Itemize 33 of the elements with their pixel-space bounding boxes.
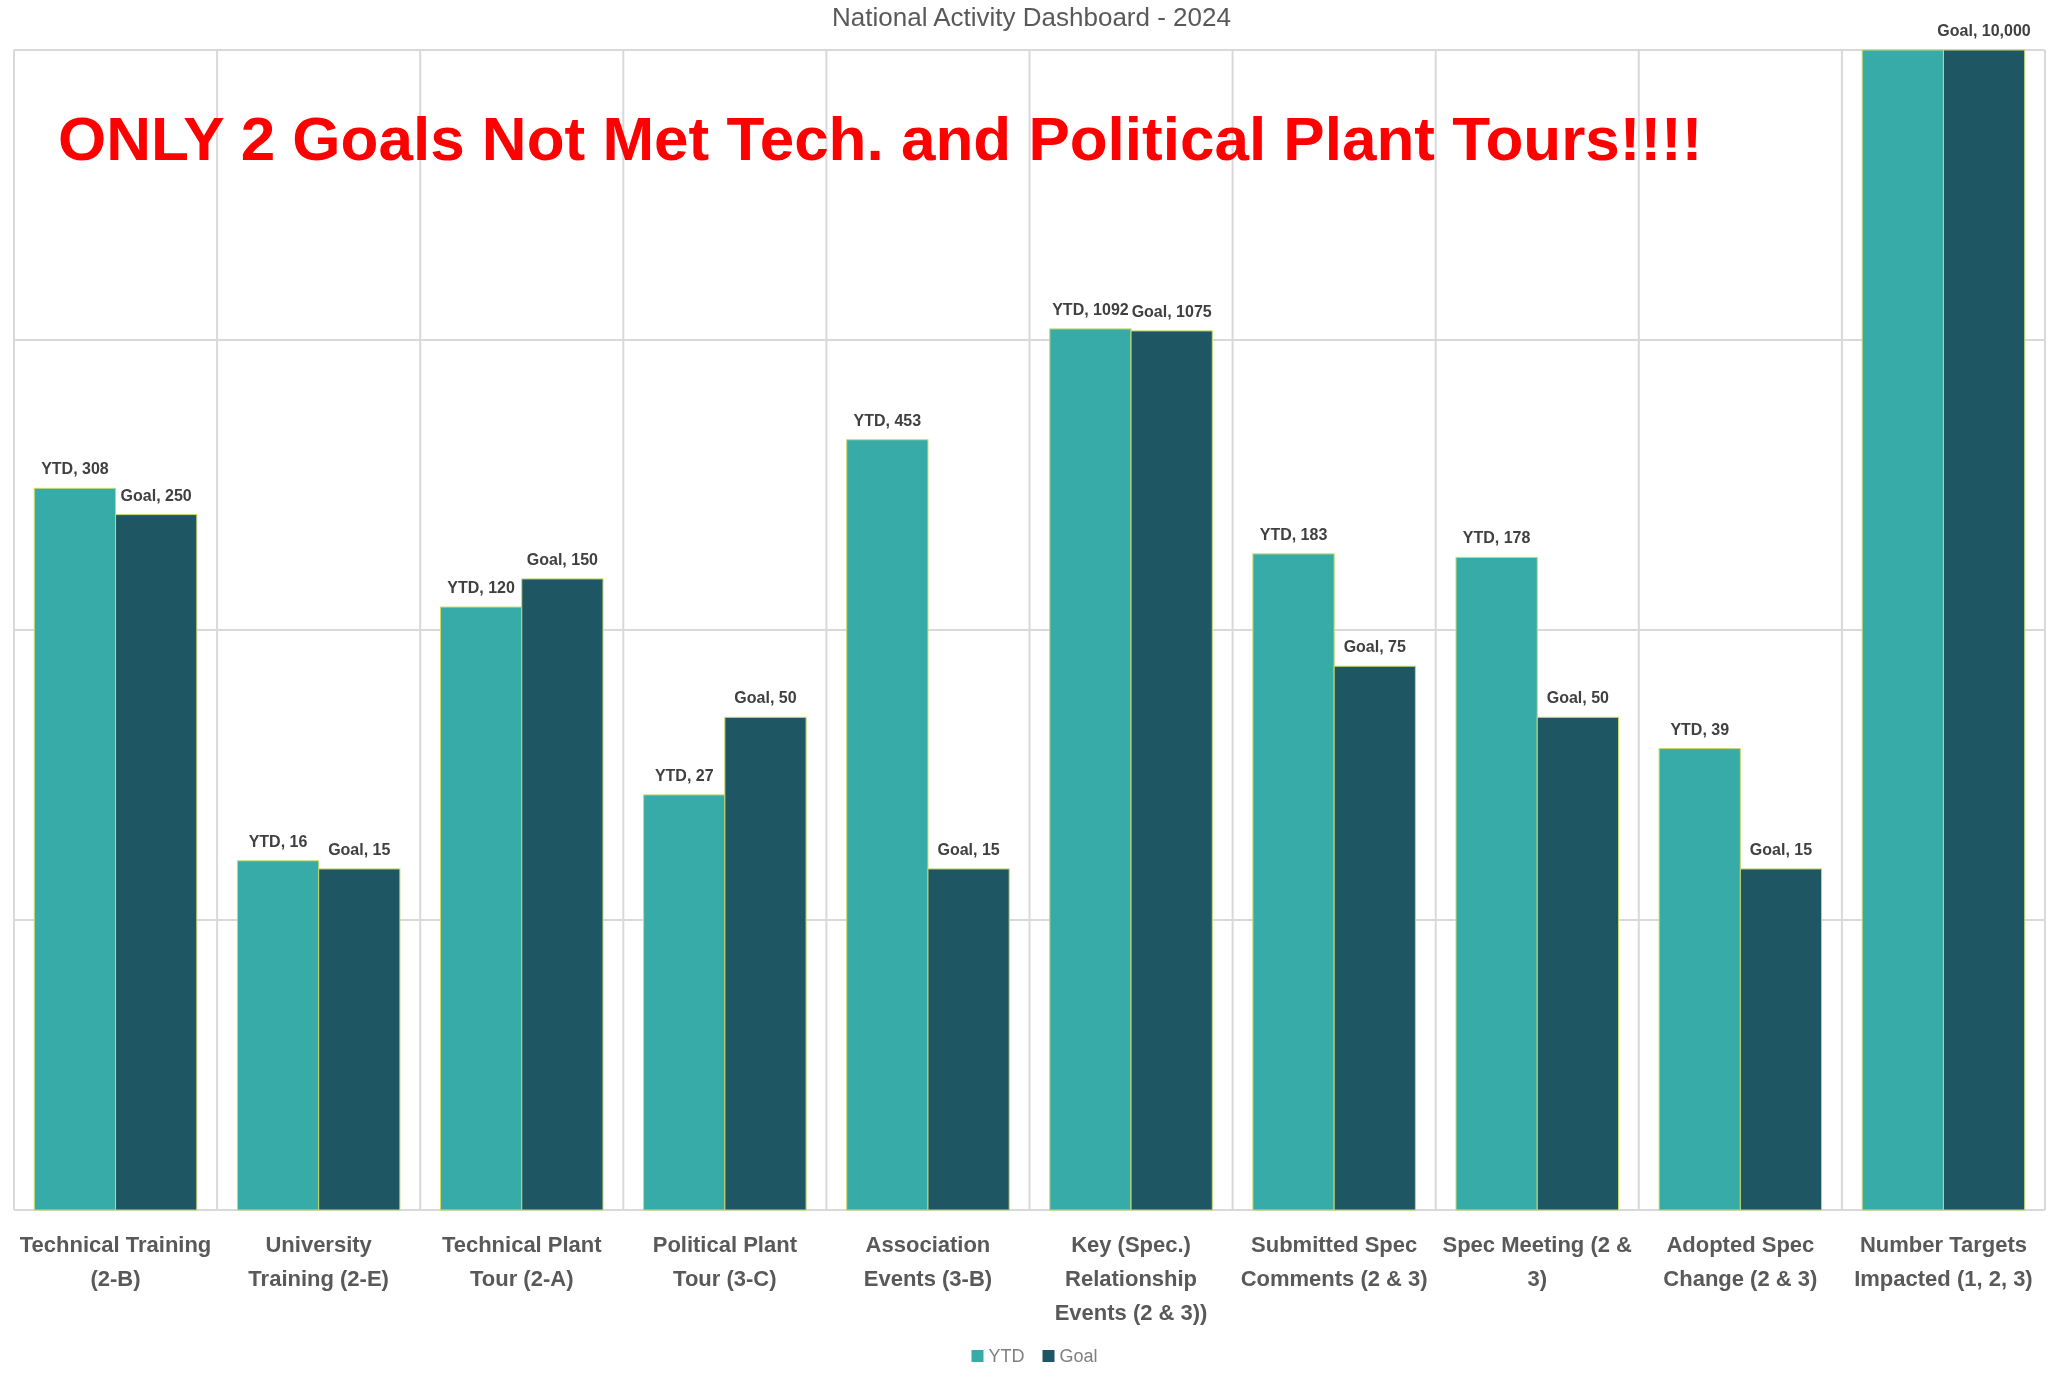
x-tick-label: Political Plant Tour (3-C) [652,1232,798,1292]
x-tick-label: Submitted Spec Comments (2 & 3) [1240,1232,1428,1292]
data-label: Goal, 15 [328,840,391,858]
data-label: Goal, 150 [526,550,599,568]
data-label: Goal, 50 [1546,689,1610,707]
x-tick-label: University Training (2-E) [248,1232,389,1292]
annotation: ONLY 2 Goals Not Met Tech. and Political Plant Tours!!!! [58,104,1703,173]
data-label: YTD, 183 [1259,525,1328,543]
data-label: Goal, 15 [937,840,1000,858]
data-label: YTD, 308 [41,460,109,478]
data-label: Goal, 15 [1749,840,1813,858]
data-label: YTD, 16 [248,832,308,850]
data-label: YTD, 27 [654,766,714,784]
data-label: Goal, 250 [120,486,192,504]
data-label: YTD, 1092 [1052,300,1129,318]
x-tick-label: Association Events (3-B) [863,1232,993,1292]
legend-label: YTD [988,1346,1025,1366]
x-tick-label: Number Targets Impacted (1, 2, 3) [1854,1232,2033,1292]
legend-label: Goal [1059,1346,1098,1366]
data-label: YTD, 178 [1462,529,1531,547]
x-tick-label: Technical Training (2-B) [19,1232,212,1292]
x-tick-label: Technical Plant Tour (2-A) [441,1232,603,1292]
data-label: YTD, 39 [1670,720,1730,738]
x-tick-label: Adopted Spec Change (2 & 3) [1663,1232,1818,1292]
data-label: Goal, 10,000 [1937,22,2031,39]
x-tick-label: Spec Meeting (2 & 3) [1442,1232,1633,1292]
data-label: Goal, 50 [734,689,797,707]
data-label: YTD, 453 [853,411,922,429]
data-label: Goal, 75 [1343,638,1406,656]
chart-title: National Activity Dashboard - 2024 [832,2,1231,32]
data-label: YTD, 120 [447,579,516,597]
x-tick-label: Key (Spec.) Relationship Events (2 & 3)) [1054,1232,1208,1326]
data-label: Goal, 1075 [1131,302,1212,320]
